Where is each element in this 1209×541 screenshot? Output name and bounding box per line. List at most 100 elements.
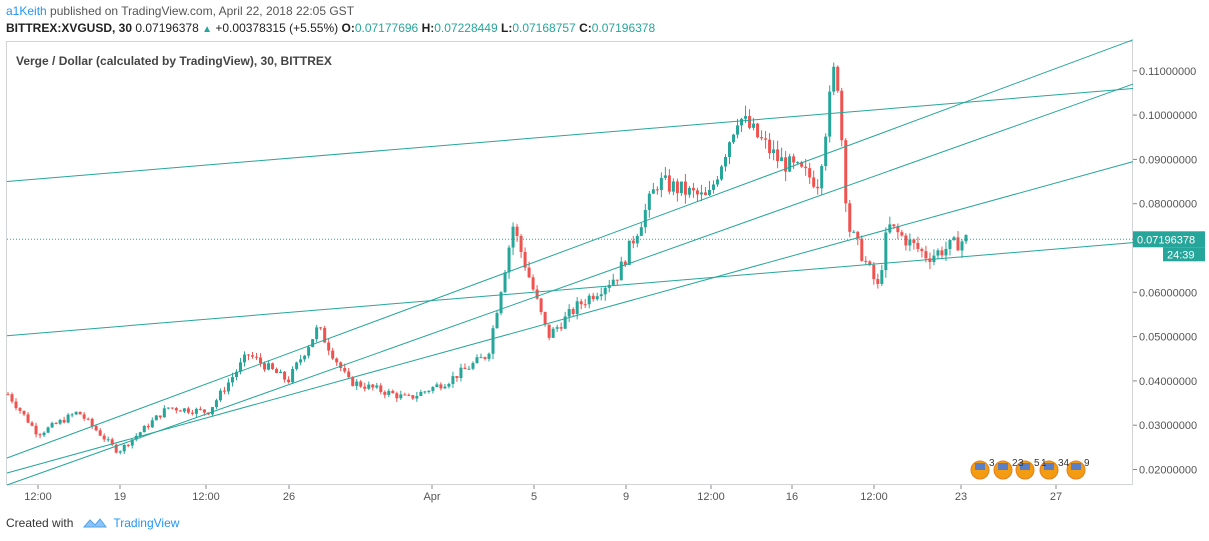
flag-icon: [998, 463, 1008, 470]
symbol-label: BITTREX:XVGUSD, 30: [6, 21, 133, 35]
candle-body: [784, 157, 788, 172]
candle-body: [387, 390, 391, 395]
trend-line[interactable]: [6, 161, 1134, 474]
candle-body: [443, 386, 447, 389]
candle-body: [38, 434, 42, 436]
candle-body: [351, 377, 355, 386]
candle-body: [371, 384, 375, 388]
low-value: 0.07168757: [512, 21, 576, 35]
candle-body: [519, 235, 523, 252]
x-tick-label: 19: [114, 491, 126, 503]
candle-body: [924, 251, 928, 259]
candle-body: [78, 411, 82, 415]
candle-body: [166, 407, 170, 409]
close-value: 0.07196378: [591, 21, 656, 35]
candle-body: [427, 390, 431, 392]
candle-body: [912, 239, 916, 243]
flag-icon: [1020, 463, 1030, 470]
chart-title: Verge / Dollar (calculated by TradingVie…: [16, 54, 332, 68]
price-change: +0.00378315 (+5.55%): [215, 21, 339, 35]
candle-body: [711, 184, 715, 190]
candle-body: [956, 237, 960, 251]
candle-body: [315, 327, 319, 340]
candle-body: [832, 66, 836, 92]
candle-body: [299, 359, 303, 363]
candle-body: [331, 350, 335, 359]
candle-body: [551, 328, 555, 338]
tradingview-logo-icon: [83, 518, 108, 528]
candle-body: [523, 251, 527, 268]
candle-body: [663, 175, 667, 178]
candle-body: [840, 90, 844, 141]
candle-body: [675, 181, 679, 194]
symbol-info: BITTREX:XVGUSD, 30 0.07196378 ▲ +0.00378…: [6, 21, 655, 35]
candle-body: [82, 414, 86, 419]
candle-body: [852, 231, 856, 233]
candle-body: [740, 118, 744, 126]
candle-body: [355, 381, 359, 386]
publish-info: a1Keith published on TradingView.com, Ap…: [6, 4, 354, 18]
footer: Created with TradingView: [6, 516, 179, 530]
candle-body: [118, 451, 122, 453]
event-badge-count: 1: [1041, 458, 1047, 469]
trend-line[interactable]: [6, 83, 1134, 486]
candle-body: [407, 394, 411, 396]
trend-line[interactable]: [6, 88, 1134, 183]
y-tick-label: 0.08000000: [1139, 199, 1197, 211]
candle-body: [860, 238, 864, 261]
candle-body: [210, 407, 214, 415]
candle-body: [323, 327, 327, 343]
candle-body: [383, 391, 387, 395]
candle-body: [114, 444, 118, 453]
candle-body: [435, 384, 439, 387]
published-text: published on TradingView.com, April 22, …: [50, 4, 355, 18]
candle-body: [699, 192, 703, 195]
x-tick-label: 9: [623, 491, 629, 503]
event-badge-count: 9: [1084, 458, 1090, 469]
candle-body: [238, 362, 242, 372]
candle-body: [190, 412, 194, 414]
candle-body: [804, 166, 808, 169]
y-tick-label: 0.03000000: [1139, 420, 1197, 432]
trend-line[interactable]: [6, 39, 1134, 459]
candle-body: [615, 279, 619, 281]
candle-body: [467, 368, 471, 370]
candle-body: [214, 400, 218, 408]
x-tick-label: 26: [283, 491, 295, 503]
candle-body: [856, 231, 860, 239]
candle-body: [599, 294, 603, 297]
candle-body: [792, 156, 796, 163]
candle-body: [415, 395, 419, 399]
candle-body: [479, 357, 483, 359]
candle-body: [948, 239, 952, 249]
candle-body: [303, 355, 307, 360]
author-link[interactable]: a1Keith: [6, 4, 47, 18]
trend-line[interactable]: [6, 242, 1134, 337]
high-label: H:: [421, 21, 435, 35]
candle-body: [307, 347, 311, 356]
y-tick-label: 0.05000000: [1139, 332, 1197, 344]
y-tick-label: 0.09000000: [1139, 154, 1197, 166]
candle-body: [655, 189, 659, 191]
candle-body: [363, 386, 367, 389]
candle-body: [916, 242, 920, 249]
candle-body: [575, 301, 579, 314]
candle-body: [42, 432, 46, 436]
candle-body: [531, 277, 535, 290]
candle-body: [247, 354, 251, 356]
candle-body: [732, 134, 736, 143]
candle-body: [251, 355, 255, 357]
candle-body: [936, 250, 940, 256]
tradingview-link[interactable]: TradingView: [113, 516, 180, 530]
candle-body: [611, 279, 615, 285]
candle-body: [647, 193, 651, 210]
countdown-label: 24:39: [1167, 249, 1195, 261]
candle-body: [567, 309, 571, 317]
candle-body: [10, 394, 14, 402]
candle-body: [367, 384, 371, 389]
candle-body: [824, 136, 828, 167]
candle-body: [230, 377, 234, 383]
candle-body: [651, 189, 655, 194]
candle-body: [423, 391, 427, 393]
